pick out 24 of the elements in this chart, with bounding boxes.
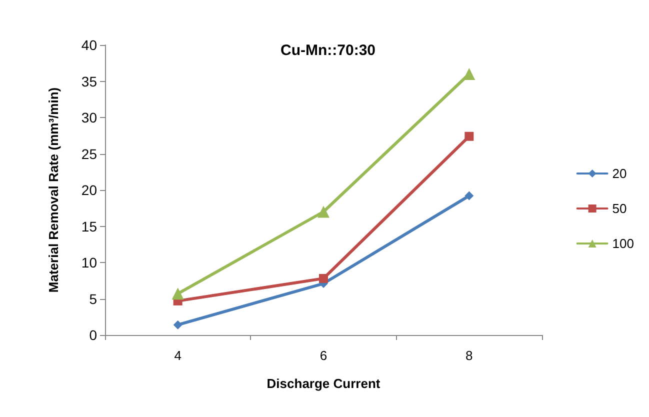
y-tick-label: 40 [81,37,98,53]
chart-title: Cu-Mn::70:30 [280,42,376,59]
y-tick-label: 15 [81,218,98,234]
point [464,132,474,141]
point [172,288,184,300]
legend-label: 20 [612,166,627,181]
x-tick-label: 6 [320,348,328,363]
point [319,274,328,283]
legend-label: 50 [612,201,627,216]
y-axis-title: Material Removal Rate (mm³/min) [46,87,61,293]
x-axis-title: Discharge Current [266,376,381,391]
point [173,320,182,330]
x-tick-label: 4 [174,348,182,363]
legend-label: 100 [612,236,634,251]
point [318,206,330,218]
y-tick-label: 0 [89,327,98,343]
point [464,191,474,200]
y-tick-label: 5 [89,290,98,307]
y-tick-label: 20 [81,182,98,198]
y-tick-label: 10 [81,254,98,270]
y-tick-label: 30 [81,110,98,126]
y-tick-label: 25 [81,146,98,162]
y-tick-label: 35 [81,73,98,90]
x-tick-label: 8 [466,348,473,363]
